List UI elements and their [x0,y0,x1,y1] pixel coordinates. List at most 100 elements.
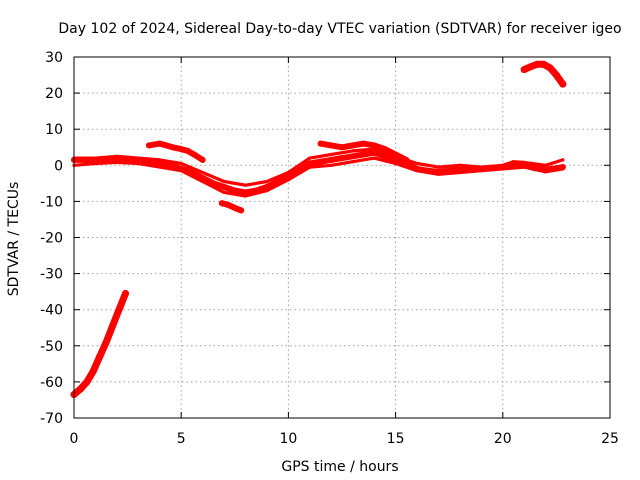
data-point [167,162,174,169]
data-point [222,190,226,194]
y-tick-label: -30 [40,267,63,283]
data-point [561,158,565,162]
data-point [329,163,333,167]
data-point [360,151,367,158]
data-point [308,165,312,169]
data-point [184,147,191,154]
data-point [381,146,388,153]
x-axis-label: GPS time / hours [281,459,398,475]
data-point [199,156,206,163]
data-point [552,71,560,79]
data-point [456,165,463,172]
data-point [403,156,410,163]
data-point [339,155,345,162]
data-point [540,60,547,68]
data-point [349,142,356,149]
data-point [561,167,565,171]
data-point [328,156,335,163]
data-point [109,322,117,330]
data-point [201,170,205,175]
data-point [265,179,269,184]
data-point [546,64,554,72]
series-arc-11-14h [317,140,410,163]
data-point [221,184,228,190]
y-tick-label: 30 [45,50,63,66]
data-point [231,204,238,211]
y-tick-label: -20 [40,231,63,247]
data-point [458,163,462,167]
data-point [83,378,91,386]
data-point [146,142,152,149]
data-point [520,66,528,74]
data-point [544,170,548,174]
series-trace [218,200,245,214]
y-tick-label: 20 [45,86,63,102]
data-point [415,169,419,173]
data-point [501,167,505,171]
data-point [458,170,462,175]
data-point [265,189,269,193]
x-tick-label: 5 [177,431,186,447]
data-point [115,160,119,164]
data-point [436,165,441,169]
data-point [191,151,198,158]
data-point [415,161,419,166]
data-point [371,142,378,149]
data-point [319,154,323,158]
data-point [351,149,355,153]
data-point [158,158,162,162]
data-point [308,156,312,160]
data-point [96,353,104,361]
data-point [372,156,376,160]
data-series [70,60,567,398]
data-point [243,183,248,187]
x-tick-label: 10 [279,431,297,447]
data-point [218,200,225,207]
data-point [392,151,399,158]
data-point [351,160,355,164]
series-arc-21-23h [520,60,567,88]
series-arc-3-to-6h [146,140,206,163]
x-tick-label: 15 [387,431,405,447]
data-point [286,170,290,175]
chart-title: Day 102 of 2024, Sidereal Day-to-day VTE… [58,21,621,37]
data-point [242,189,249,196]
series-trace [72,147,565,187]
data-point [243,194,248,198]
data-point [222,179,226,184]
series-steep-0-2h [70,290,129,398]
data-point [156,160,163,167]
data-point [479,169,483,173]
data-point [559,80,567,88]
data-point [179,161,183,166]
data-point [89,367,97,375]
data-point [76,385,84,393]
x-tick-label: 0 [70,431,79,447]
data-point [179,169,183,173]
y-tick-label: -50 [40,339,63,355]
y-tick-label: -10 [40,194,63,210]
data-point [394,161,398,166]
y-tick-label: -70 [40,411,63,427]
data-point [533,60,541,68]
data-point [328,142,335,149]
x-tick-label: 20 [494,431,512,447]
data-point [522,165,526,169]
data-point [317,158,324,165]
data-point [115,154,119,158]
y-tick-label: -40 [40,303,63,319]
series-spur-7-8h [218,200,245,214]
data-point [522,160,526,164]
data-point [115,306,123,314]
data-point [169,144,176,151]
series-upper-band [72,147,565,187]
data-point [102,338,110,346]
data-point [360,140,367,147]
y-tick-label: -60 [40,375,63,391]
data-point [479,165,483,169]
data-point [317,140,324,147]
data-point [501,163,505,167]
data-point [231,187,238,194]
